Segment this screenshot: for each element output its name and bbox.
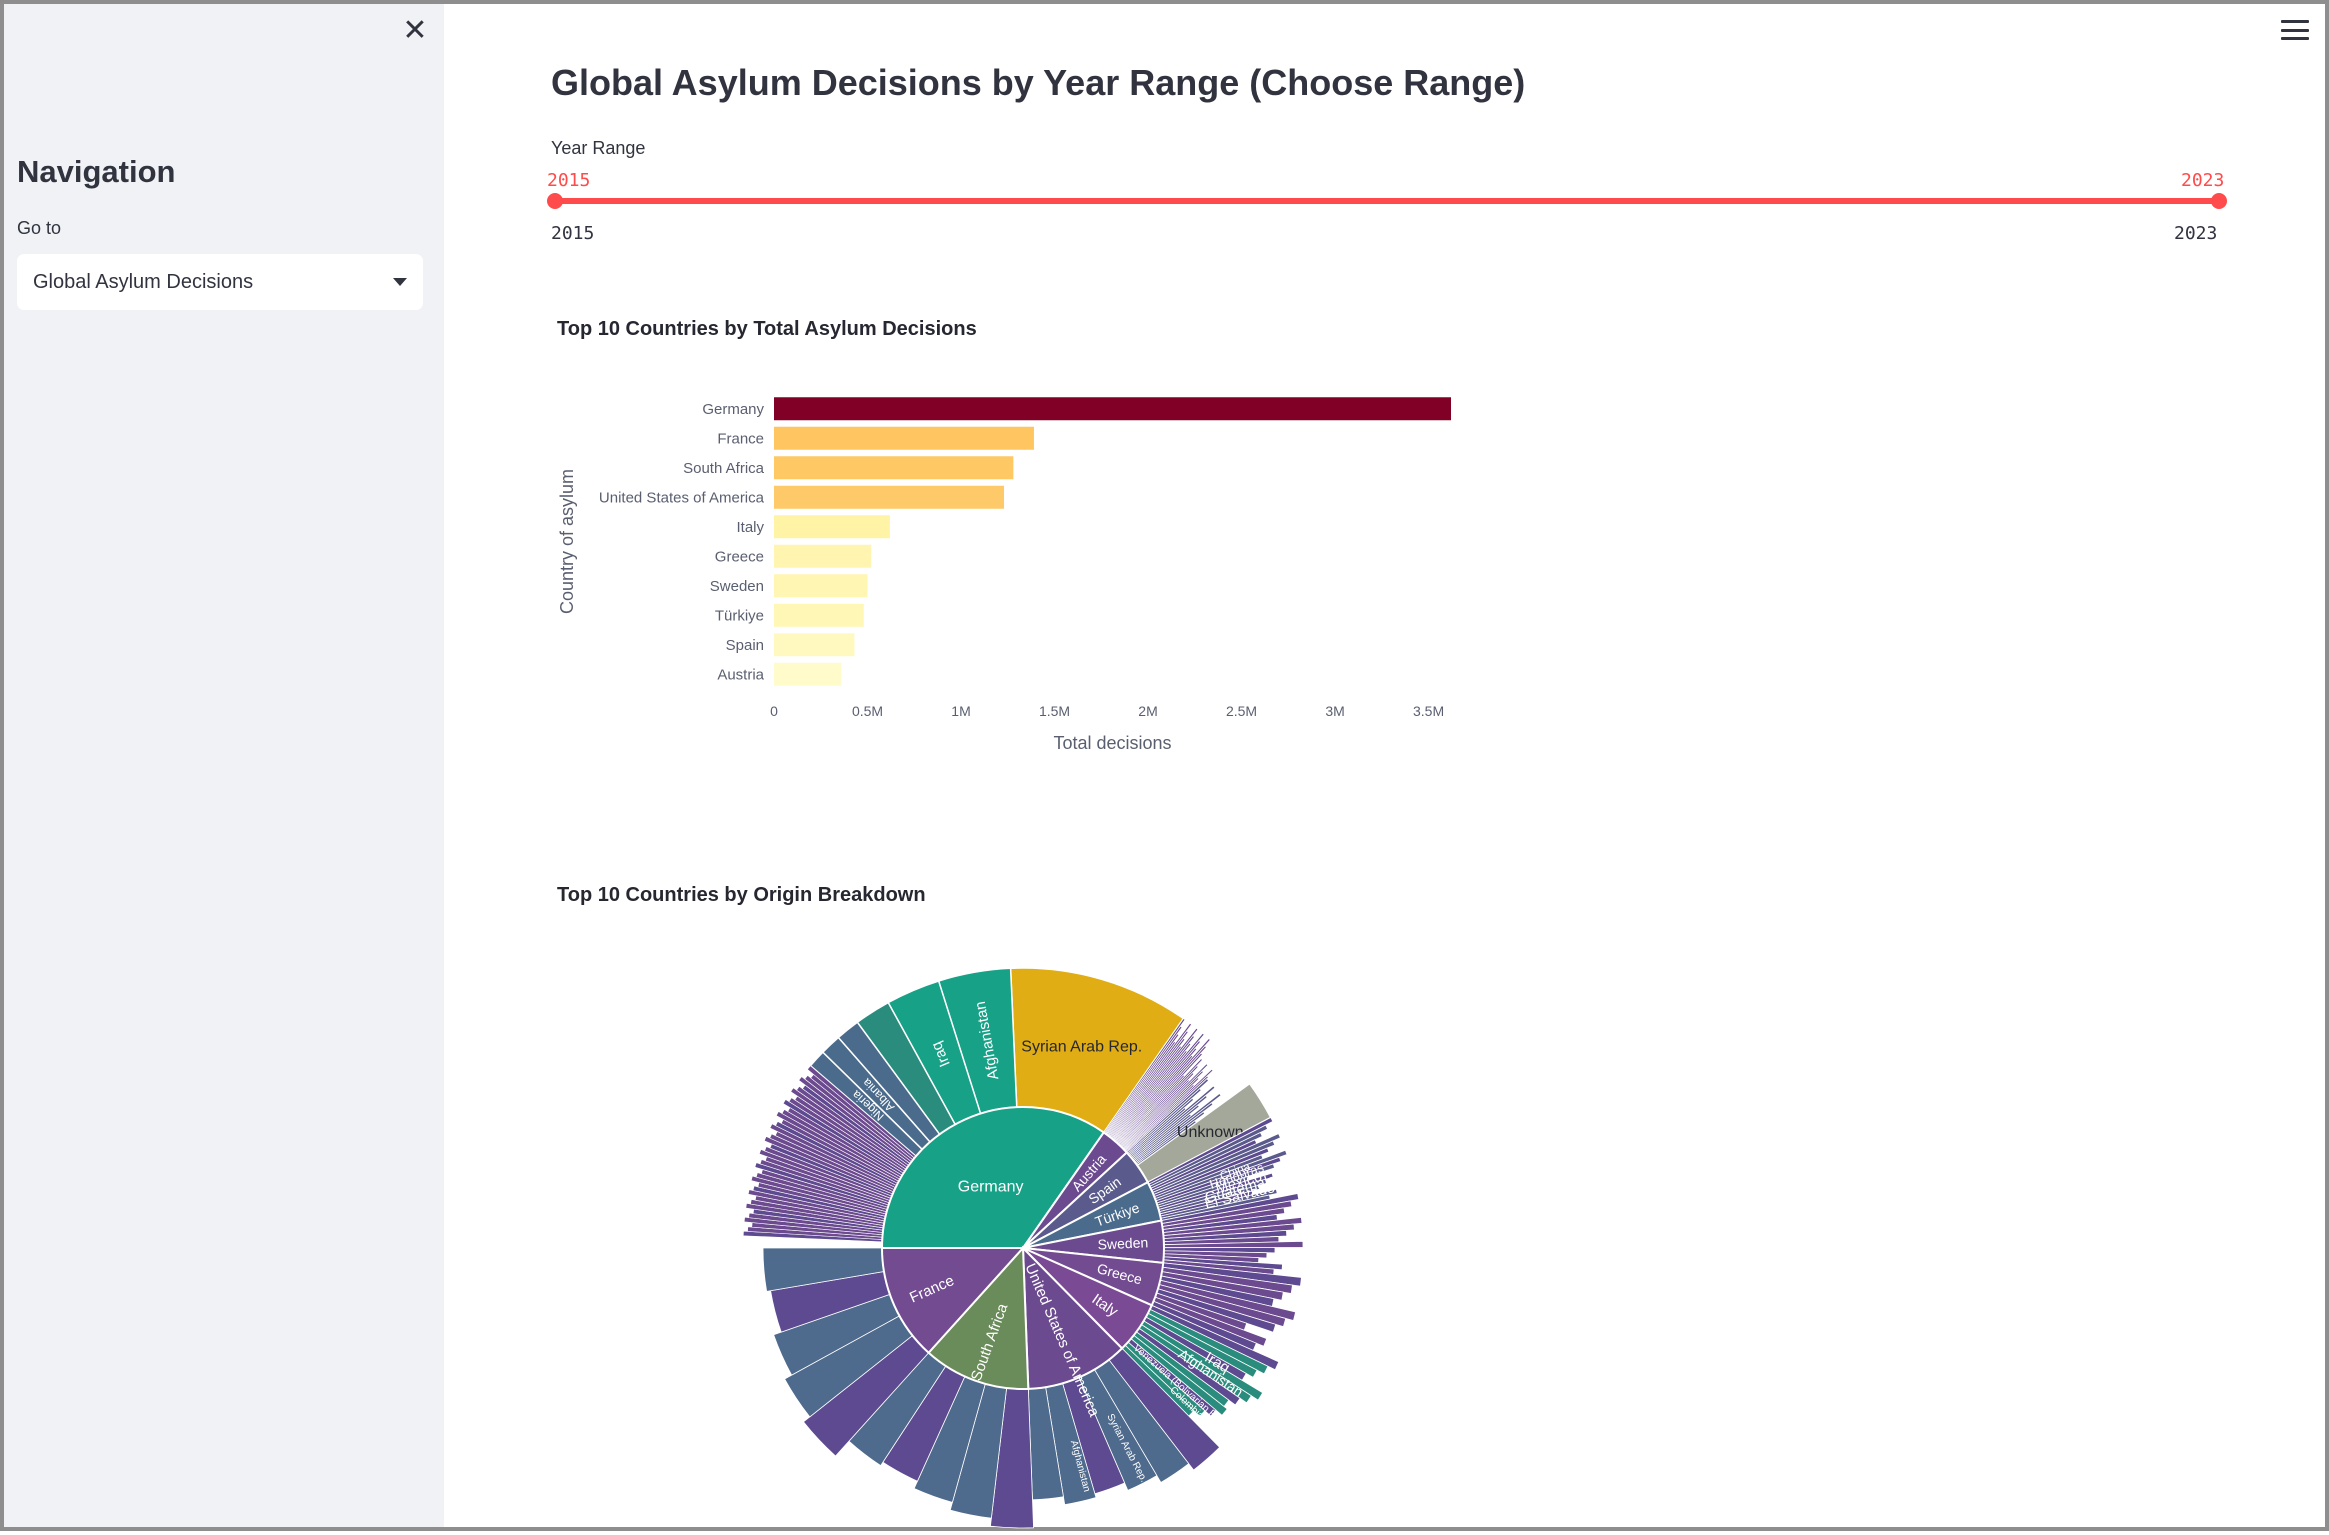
bar-category-label: Greece <box>715 548 764 565</box>
chevron-down-icon <box>393 278 407 286</box>
bar-category-label: Austria <box>717 666 764 683</box>
x-tick-label: 0 <box>770 703 778 719</box>
y-axis-title: Country of asylum <box>557 469 577 614</box>
bar-chart-title: Top 10 Countries by Total Asylum Decisio… <box>557 318 977 340</box>
bar-austria[interactable] <box>774 662 842 686</box>
close-sidebar-button[interactable]: ✕ <box>398 14 432 48</box>
bar-greece[interactable] <box>774 544 872 568</box>
year-range-label: Year Range <box>551 138 646 158</box>
bar-t-rkiye[interactable] <box>774 603 864 627</box>
x-tick-label: 2M <box>1138 703 1157 719</box>
slider-end-handle[interactable] <box>2211 193 2227 209</box>
hamburger-icon-line <box>2281 28 2309 32</box>
bar-category-label: Germany <box>702 401 764 418</box>
slider-start-handle[interactable] <box>547 193 563 209</box>
bar-united-states-of-america[interactable] <box>774 485 1005 509</box>
bar-sweden[interactable] <box>774 574 868 598</box>
bar-category-label: Sweden <box>710 578 764 595</box>
sunburst-segment-france[interactable] <box>880 1247 1026 1355</box>
x-tick-label: 2.5M <box>1226 703 1257 719</box>
x-tick-label: 1M <box>951 703 970 719</box>
slider-max-label: 2023 <box>2174 223 2218 244</box>
goto-label: Go to <box>17 218 62 238</box>
bar-south-africa[interactable] <box>774 456 1014 480</box>
sunburst-segment-south-africa[interactable] <box>927 1245 1030 1390</box>
close-icon: ✕ <box>402 14 428 47</box>
bar-category-label: Spain <box>726 637 764 654</box>
sunburst-inner-label: Sweden <box>1097 1234 1148 1252</box>
main-menu-button[interactable] <box>2281 18 2309 42</box>
bar-france[interactable] <box>774 426 1034 450</box>
year-range-slider-track[interactable] <box>551 198 2219 204</box>
bar-germany[interactable] <box>774 397 1451 421</box>
hamburger-icon-line <box>2281 37 2309 40</box>
hamburger-icon <box>2281 20 2309 23</box>
sunburst-title: Top 10 Countries by Origin Breakdown <box>557 884 926 906</box>
x-tick-label: 0.5M <box>852 703 883 719</box>
sidebar: ✕ Navigation Go to Global Asylum Decisio… <box>4 4 444 1527</box>
bar-category-label: South Africa <box>683 460 765 477</box>
sunburst-outer-label: Syrian Arab Rep. <box>1021 1038 1142 1055</box>
sunburst-chart: Syrian Arab Rep.AfghanistanIraqAlbaniaNi… <box>742 967 1304 1529</box>
slider-start-value: 2015 <box>547 170 591 191</box>
x-tick-label: 3.5M <box>1413 703 1444 719</box>
slider-end-value: 2023 <box>2181 170 2225 191</box>
bar-category-label: Italy <box>736 519 764 536</box>
sunburst-outer-label: Unknown <box>1177 1124 1244 1141</box>
x-tick-label: 1.5M <box>1039 703 1070 719</box>
page-title: Global Asylum Decisions by Year Range (C… <box>551 62 1526 103</box>
bar-category-label: France <box>717 430 764 447</box>
nav-title: Navigation <box>17 154 176 189</box>
slider-min-label: 2015 <box>551 223 595 244</box>
x-tick-label: 3M <box>1325 703 1344 719</box>
page-select[interactable]: Global Asylum Decisions <box>17 254 423 310</box>
sunburst-segment-germany[interactable] <box>880 1106 1106 1249</box>
sunburst-segment-united-states-of-america[interactable] <box>1021 1245 1124 1390</box>
bar-chart: Germany France South Africa United States o… <box>557 397 1451 753</box>
x-axis-title: Total decisions <box>1053 733 1171 753</box>
page-select-value: Global Asylum Decisions <box>33 270 254 293</box>
bar-category-label: Türkiye <box>715 607 764 624</box>
bar-italy[interactable] <box>774 515 890 539</box>
bar-spain[interactable] <box>774 633 855 657</box>
sunburst-inner-label: Germany <box>958 1179 1024 1196</box>
bar-category-label: United States of America <box>599 489 765 506</box>
